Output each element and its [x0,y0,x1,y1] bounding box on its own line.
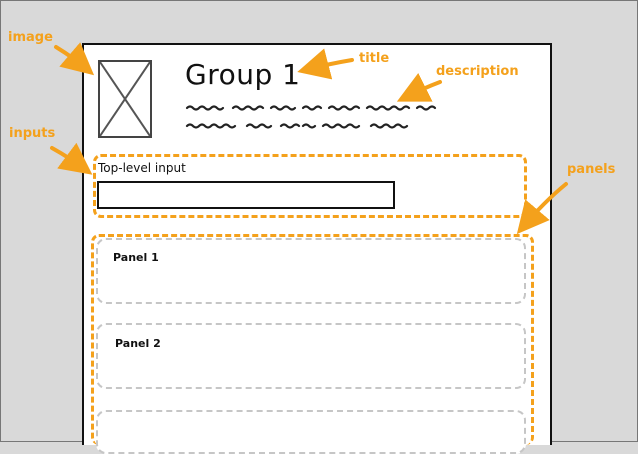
description-scribble [185,105,437,129]
panel-2[interactable] [96,323,526,389]
annotation-inputs: inputs [9,126,56,141]
annotation-title: title [359,51,390,66]
panel-1-title: Panel 1 [113,251,159,264]
annotation-image: image [8,30,53,45]
annotation-description: description [436,64,519,79]
panel-1[interactable] [96,238,526,304]
panels-region [91,234,534,445]
image-placeholder [98,60,152,138]
panel-3[interactable] [96,410,526,454]
top-level-input[interactable] [97,181,395,209]
annotation-panels: panels [567,162,616,177]
panel-2-title: Panel 2 [115,337,161,350]
group-title: Group 1 [185,58,301,91]
top-level-input-label: Top-level input [98,161,186,175]
